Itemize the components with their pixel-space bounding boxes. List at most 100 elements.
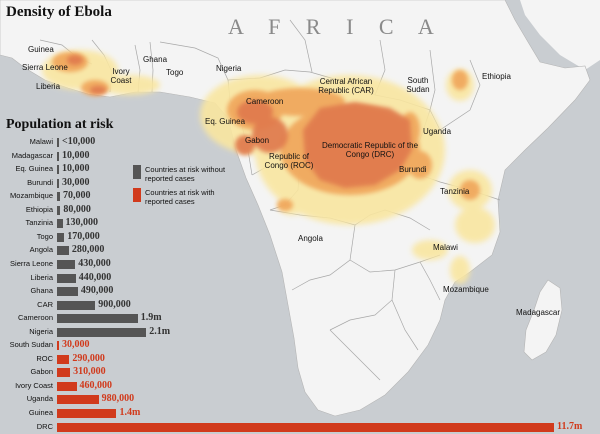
bar-label-south-sudan: South Sudan <box>9 340 53 350</box>
country-label-roc: Republic of Congo (ROC) <box>264 152 314 170</box>
legend-text-with-cases: Countries at risk with reported cases <box>145 188 215 206</box>
bar-value-ethiopia: 80,000 <box>63 203 91 215</box>
bar-tanzinia <box>57 219 63 229</box>
bar-label-nigeria: Nigeria <box>29 326 53 336</box>
country-label-car: Central African Republic (CAR) <box>318 77 374 95</box>
bar-label-roc: ROC <box>36 353 53 363</box>
legend-text-no-cases: Countries at risk without reported cases <box>145 165 226 183</box>
bar-label-drc: DRC <box>36 421 53 431</box>
bar-cameroon <box>57 314 138 324</box>
bar-value-uganda: 980,000 <box>101 393 135 405</box>
country-label-drc: Democratic Republic of the Congo (DRC) <box>321 141 419 159</box>
bar-label-madagascar: Madagascar <box>11 150 53 160</box>
bar-label-tanzinia: Tanzinia <box>25 218 53 228</box>
country-label-malawi: Malawi <box>433 243 458 252</box>
country-label-madagascar: Madagascar <box>516 308 561 317</box>
country-label-sierra-leone: Sierra Leone <box>22 63 68 72</box>
country-label-guinea: Guinea <box>28 45 54 54</box>
bar-uganda <box>57 395 99 405</box>
bar-value-gabon: 310,000 <box>73 366 106 378</box>
country-label-liberia: Liberia <box>36 82 61 91</box>
bar-value-roc: 290,000 <box>72 352 105 364</box>
bar-label-guinea: Guinea <box>28 408 53 417</box>
bar-label-angola: Angola <box>29 245 53 255</box>
bar-value-sierra-leone: 430,000 <box>78 257 111 269</box>
bar-sierra-leone <box>57 259 76 269</box>
bar-label-car: CAR <box>37 299 53 309</box>
arabian-peninsula-land <box>520 0 600 70</box>
bar-value-guinea: 1.4m <box>119 407 141 418</box>
bar-value-madagascar: 10,000 <box>62 149 90 161</box>
bar-label-cameroon: Cameroon <box>17 313 53 323</box>
country-label-mozambique: Mozambique <box>443 285 489 294</box>
bar-value-malawi: <10,000 <box>62 136 96 147</box>
bar-value-tanzinia: 130,000 <box>65 217 99 229</box>
bar-roc <box>57 354 70 364</box>
bar-liberia <box>57 273 76 283</box>
chart-title: Population at risk <box>6 117 114 132</box>
country-label-uganda: Uganda <box>423 127 452 136</box>
bar-value-ghana: 490,000 <box>80 285 114 297</box>
bar-gabon <box>57 368 71 378</box>
bar-angola <box>57 246 69 256</box>
bar-mozambique <box>57 192 60 202</box>
bar-label-togo: Togo <box>36 231 53 241</box>
bar-value-burundi: 30,000 <box>62 176 90 188</box>
bar-malawi <box>57 138 59 147</box>
country-label-burundi: Burundi <box>399 165 427 174</box>
bar-value-car: 900,000 <box>98 298 131 310</box>
bar-label-ivory-coast: Ivory Coast <box>15 380 53 390</box>
bar-label-burundi: Burundi <box>27 177 53 187</box>
bar-south-sudan <box>57 341 59 351</box>
bar-value-drc: 11.7m <box>557 420 583 432</box>
bar-value-mozambique: 70,000 <box>62 190 91 202</box>
country-label-togo: Togo <box>166 68 184 77</box>
country-label-tanzania: Tanzinia <box>440 187 470 196</box>
bar-value-eq-guinea: 10,000 <box>62 163 90 175</box>
bar-value-angola: 280,000 <box>71 244 105 256</box>
ebola-density-overlay <box>42 50 495 284</box>
bar-car <box>57 300 96 310</box>
bar-value-ivory-coast: 460,000 <box>79 379 113 391</box>
country-label-eq-guinea: Eq. Guinea <box>205 117 246 126</box>
bar-ivory-coast <box>57 381 77 391</box>
legend-swatch-no-cases <box>133 165 141 179</box>
country-label-ghana: Ghana <box>143 55 168 64</box>
country-label-south-sudan: South Sudan <box>406 76 430 94</box>
bar-burundi <box>57 178 59 188</box>
bar-madagascar <box>57 151 59 161</box>
bar-value-south-sudan: 30,000 <box>62 339 90 351</box>
country-label-ethiopia: Ethiopia <box>482 72 511 81</box>
madagascar-land <box>523 279 563 361</box>
bar-nigeria <box>57 327 147 337</box>
country-label-ivory-coast: Ivory Coast <box>110 67 132 85</box>
bar-label-ghana: Ghana <box>30 286 53 296</box>
bar-value-cameroon: 1.9m <box>140 312 162 324</box>
bar-value-togo: 170,000 <box>67 230 100 242</box>
bar-label-ethiopia: Ethiopia <box>25 204 53 214</box>
country-label-angola: Angola <box>298 234 323 243</box>
country-label-cameroon: Cameroon <box>246 97 284 106</box>
bar-drc <box>57 422 554 432</box>
bar-label-mozambique: Mozambique <box>10 191 53 201</box>
bar-ghana <box>57 287 78 297</box>
bar-label-eq-guinea: Eq. Guinea <box>15 164 53 174</box>
bar-value-liberia: 440,000 <box>78 271 112 283</box>
bar-label-uganda: Uganda <box>26 394 53 404</box>
legend-swatch-with-cases <box>133 188 141 202</box>
country-label-nigeria: Nigeria <box>216 64 242 73</box>
bar-label-liberia: Liberia <box>30 272 53 282</box>
bar-label-malawi: Malawi <box>29 137 53 146</box>
continent-label: A F R I C A <box>228 14 444 39</box>
country-label-gabon: Gabon <box>245 136 270 145</box>
bar-guinea <box>57 409 117 418</box>
bar-value-nigeria: 2.1m <box>149 325 171 337</box>
bar-eq-guinea <box>57 165 59 175</box>
bar-label-gabon: Gabon <box>30 367 53 377</box>
bar-ethiopia <box>57 205 61 215</box>
bar-label-sierra-leone: Sierra Leone <box>10 258 53 268</box>
map-title: Density of Ebola <box>6 4 112 20</box>
bar-togo <box>57 232 65 242</box>
